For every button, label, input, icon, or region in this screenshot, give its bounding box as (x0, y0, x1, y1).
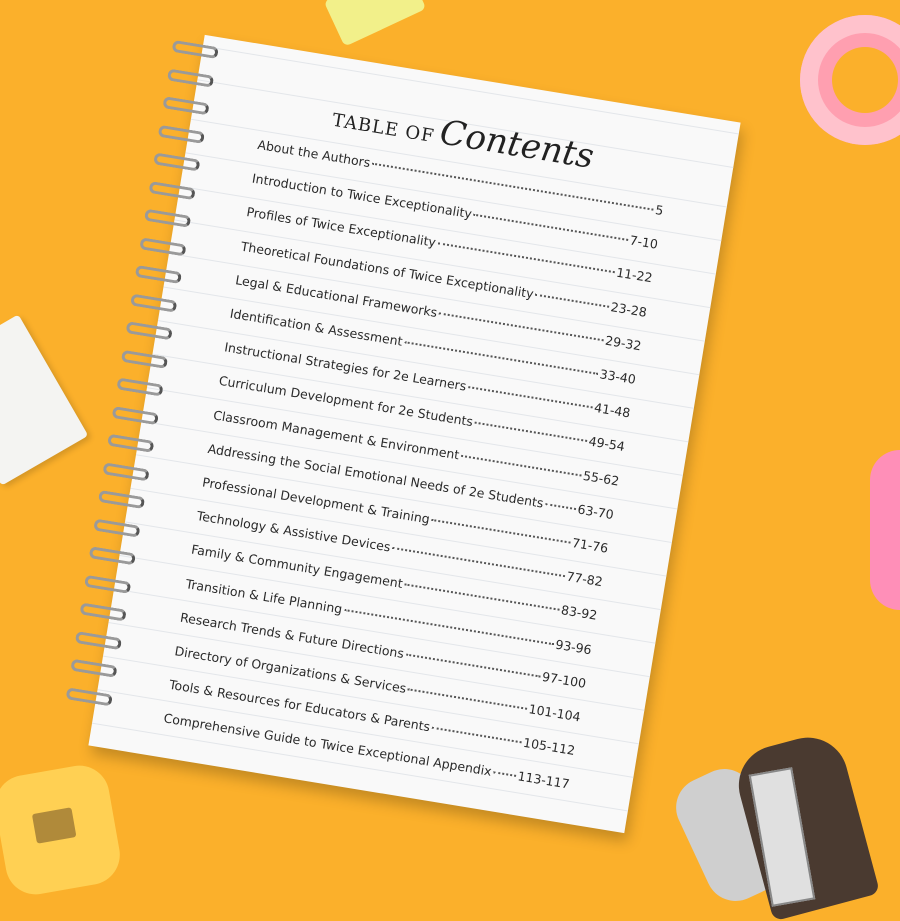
eraser (0, 314, 89, 486)
leader-dots (405, 653, 541, 678)
entry-title: Identification & Assessment (228, 305, 404, 349)
entry-title: Transition & Life Planning (184, 575, 344, 617)
spiral-ring (84, 574, 132, 594)
spiral-ring (74, 630, 123, 650)
entry-pages: 41-48 (593, 399, 632, 421)
pink-object (870, 450, 900, 610)
spiral-ring (153, 152, 201, 172)
spiral-ring (102, 461, 150, 482)
tape-roll (800, 15, 900, 145)
spiral-ring (79, 602, 127, 622)
highlighter (323, 0, 427, 47)
leader-dots (431, 726, 522, 744)
entry-pages: 29-32 (604, 332, 643, 354)
spiral-ring (157, 124, 206, 144)
spiral-ring (125, 321, 173, 341)
leader-dots (407, 688, 528, 710)
entry-pages: 7-10 (628, 232, 660, 252)
spiral-ring (116, 377, 164, 397)
entry-pages: 113-117 (516, 768, 571, 792)
entry-pages: 33-40 (598, 366, 637, 387)
entry-pages: 63-70 (576, 501, 615, 522)
entry-pages: 55-62 (582, 467, 621, 489)
spiral-ring (65, 686, 113, 707)
spiral-ring (111, 405, 160, 425)
entry-pages: 77-82 (565, 568, 604, 590)
leader-dots (438, 312, 604, 342)
spiral-ring (148, 180, 196, 200)
leader-dots (461, 454, 582, 477)
spiral-ring (143, 208, 192, 228)
leader-dots (535, 293, 610, 308)
pencil-sharpener (0, 760, 125, 900)
entry-pages: 49-54 (587, 433, 626, 455)
spiral-ring (130, 293, 178, 313)
leader-dots (392, 547, 565, 578)
spiral-ring (88, 546, 137, 566)
stapler (666, 728, 890, 921)
entry-pages: 93-96 (554, 636, 593, 657)
leader-dots (467, 386, 593, 409)
title-prefix: TABLE OF (330, 109, 437, 148)
entry-pages: 97-100 (541, 668, 588, 691)
entry-pages: 23-28 (609, 298, 648, 320)
entry-pages: 101-104 (527, 701, 582, 725)
leader-dots (344, 608, 554, 645)
spiral-ring (120, 349, 169, 369)
entry-pages: 5 (654, 202, 665, 219)
spiral-ring (93, 518, 141, 538)
entry-pages: 11-22 (615, 264, 654, 286)
leader-dots (404, 583, 560, 612)
leader-dots (493, 771, 516, 778)
leader-dots (473, 213, 628, 242)
entry-title: Addressing the Social Emotional Needs of… (206, 440, 545, 511)
spiral-ring (97, 489, 146, 510)
entry-pages: 83-92 (559, 602, 599, 624)
entry-pages: 105-112 (522, 734, 577, 759)
leader-dots (437, 242, 615, 274)
title-main: Contents (436, 112, 597, 178)
spiral-ring (70, 658, 118, 678)
spiral-ring (107, 433, 155, 453)
leader-dots (431, 518, 571, 544)
entry-pages: 71-76 (571, 535, 610, 556)
leader-dots (474, 421, 587, 443)
notebook-page: TABLE OF Contents About the Authors 5 Intr… (65, 34, 741, 834)
spiral-ring (139, 236, 187, 257)
leader-dots (404, 341, 598, 375)
spiral-ring (134, 264, 183, 285)
entry-title: About the Authors (256, 136, 372, 171)
spiral-ring (171, 39, 219, 60)
leader-dots (545, 502, 576, 510)
